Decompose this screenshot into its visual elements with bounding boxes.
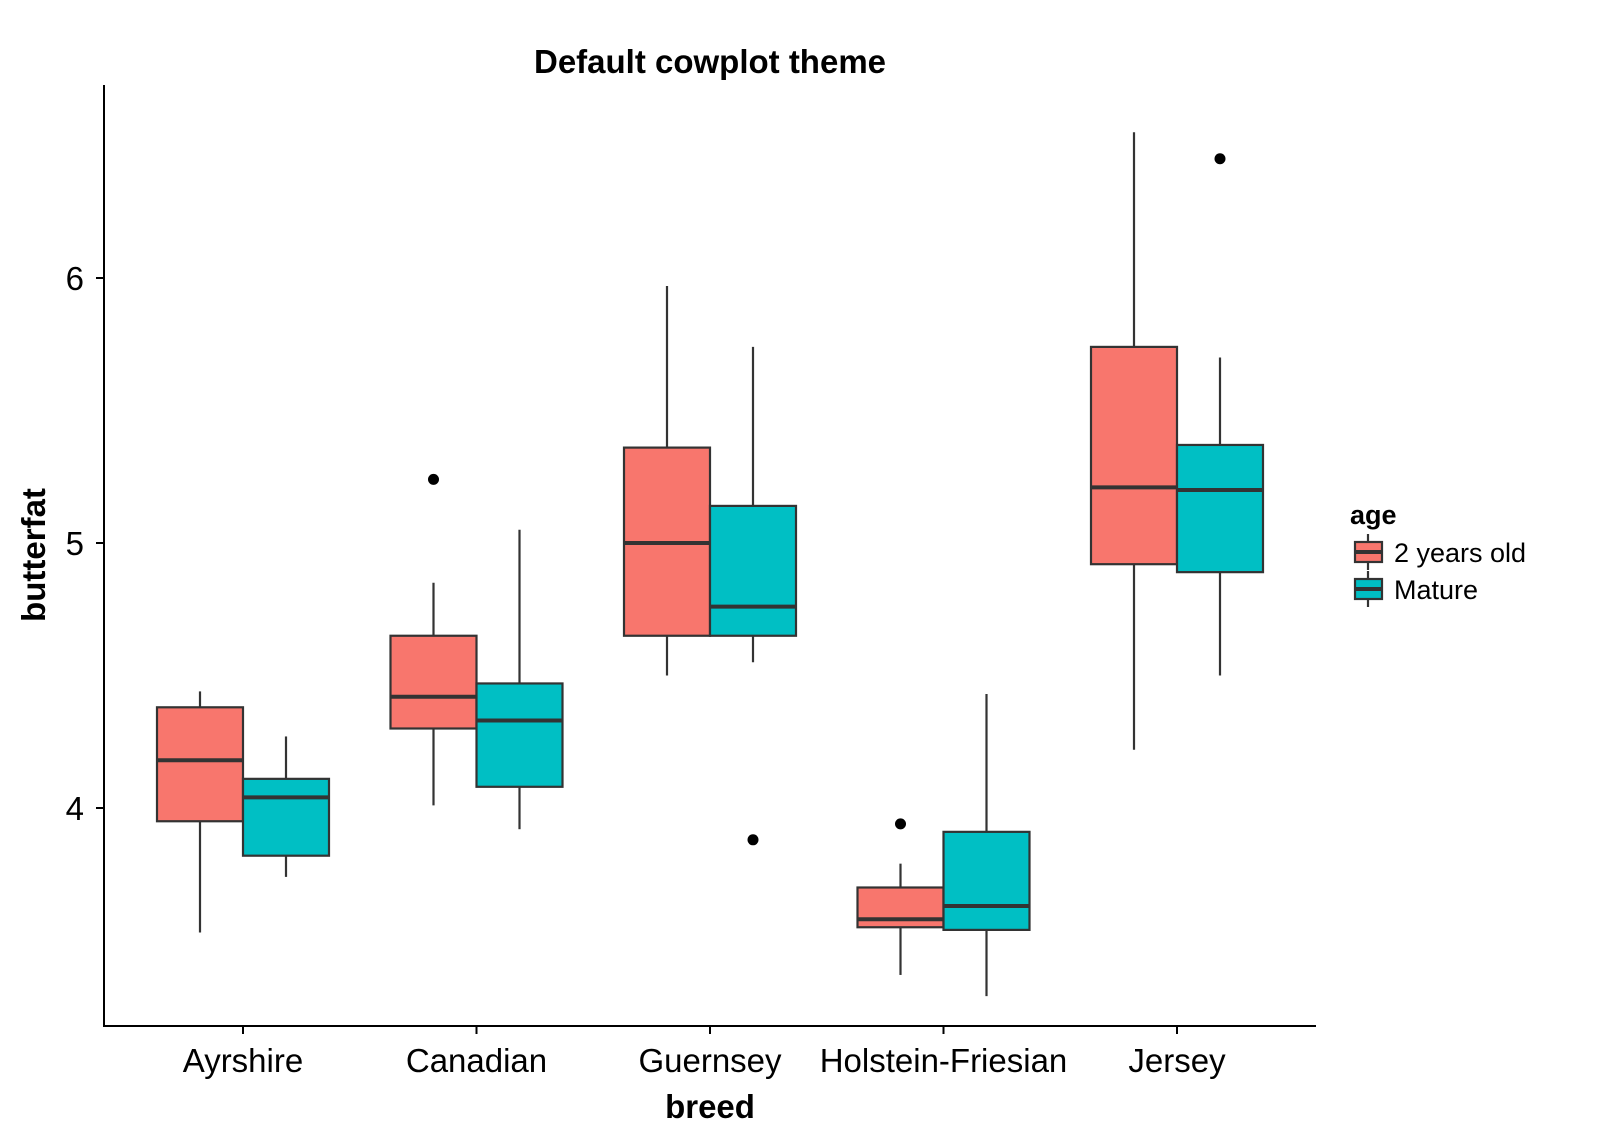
box-group-2-years-old [622, 285, 712, 676]
box-group-mature [942, 694, 1031, 997]
box [389, 634, 478, 730]
outlier-point [895, 818, 906, 830]
box [475, 682, 564, 788]
plot-area [155, 132, 1265, 997]
x-tick-label: Holstein-Friesian [820, 1042, 1068, 1079]
box [155, 706, 245, 823]
box [942, 830, 1031, 931]
box-group-mature [1175, 153, 1265, 676]
x-tick-label: Ayrshire [183, 1042, 303, 1079]
outlier-point [428, 473, 439, 485]
box-group-2-years-old [155, 691, 245, 933]
x-tick-label: Jersey [1128, 1042, 1226, 1079]
x-axis-ticks: Ayrshire Canadian Guernsey Holstein-Friesia… [183, 1026, 1226, 1079]
x-axis-title: breed [665, 1088, 755, 1125]
box-group-2-years-old [389, 473, 478, 806]
legend-label: Mature [1394, 575, 1478, 605]
legend-label: 2 years old [1394, 538, 1526, 568]
y-axis-title: butterfat [15, 488, 52, 622]
box [1175, 443, 1265, 574]
box [708, 504, 798, 637]
legend: age 2 years old Mature [1350, 500, 1526, 607]
legend-title: age [1350, 500, 1397, 530]
legend-item: Mature [1353, 571, 1478, 607]
chart-title: Default cowplot theme [534, 43, 886, 80]
box-group-mature [241, 736, 331, 877]
box [1089, 345, 1179, 566]
x-tick-label: Canadian [406, 1042, 547, 1079]
box-group-mature [708, 346, 798, 846]
y-axis-ticks: 4 5 6 [66, 260, 104, 827]
legend-item: 2 years old [1353, 534, 1526, 570]
outlier-point [747, 834, 759, 846]
box-group-mature [475, 529, 564, 830]
x-tick-label: Guernsey [638, 1042, 782, 1079]
box-group-2-years-old [856, 818, 945, 975]
box-group-2-years-old [1089, 132, 1179, 750]
y-tick-label: 5 [66, 525, 84, 562]
outlier-point [1214, 153, 1226, 165]
y-tick-label: 4 [66, 790, 84, 827]
y-tick-label: 6 [66, 260, 84, 297]
box [241, 777, 331, 857]
